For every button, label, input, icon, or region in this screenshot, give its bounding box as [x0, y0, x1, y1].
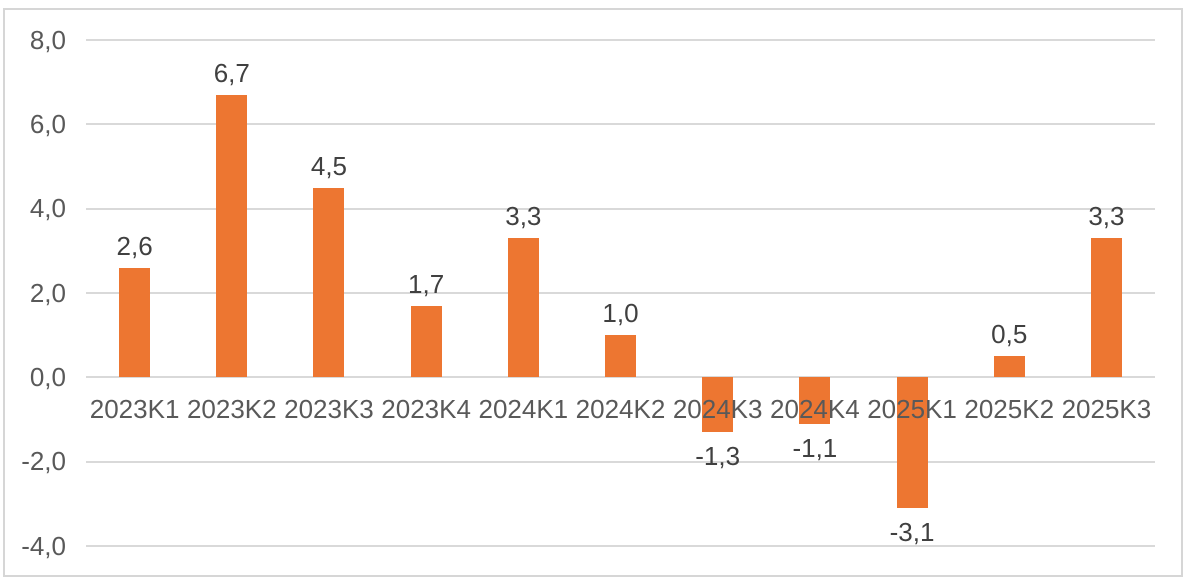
x-axis-category-label: 2025K1 [867, 394, 957, 425]
bar [605, 335, 636, 378]
x-axis-category-label: 2024K4 [770, 394, 860, 425]
bar-value-label: 1,7 [408, 268, 445, 299]
x-axis-category-label: 2023K3 [284, 394, 374, 425]
bar [313, 187, 345, 378]
x-axis-category-label: 2023K1 [89, 394, 180, 425]
bar-value-label: 4,5 [310, 150, 348, 181]
bar [410, 305, 442, 378]
x-axis-category-label: 2024K2 [575, 394, 666, 425]
x-axis-category-label: 2025K2 [964, 394, 1055, 425]
bar-value-label: 2,6 [116, 230, 153, 261]
bar [1090, 238, 1122, 378]
gridline [86, 39, 1155, 41]
y-axis-tick-label: 8,0 [29, 24, 66, 55]
bar [702, 377, 734, 433]
y-axis-tick-label: 2,0 [29, 277, 66, 308]
x-axis-category-label: 2023K2 [186, 394, 277, 425]
plot-area: 2023K1 2023K2 2023K3 2023K4 2024K1 2024K2 2024… [86, 39, 1155, 548]
bar-value-label: -1,1 [792, 432, 838, 463]
bar [993, 356, 1025, 378]
y-axis-tick-label: -4,0 [21, 530, 66, 561]
bar-value-label: -3,1 [889, 517, 935, 548]
bar-value-label: 0,5 [991, 319, 1028, 350]
x-axis-category-label: 2024K3 [672, 394, 763, 425]
x-axis-category-label: 2024K1 [478, 394, 569, 425]
y-axis-tick-label: 4,0 [29, 193, 66, 224]
y-axis-tick-label: 6,0 [29, 108, 66, 139]
bar [216, 94, 248, 378]
x-axis-category-label: 2023K4 [381, 394, 471, 425]
y-axis-tick-label: 0,0 [29, 361, 66, 392]
bar [799, 377, 831, 424]
y-axis-tick-label: -2,0 [21, 446, 66, 477]
gridline [86, 460, 1155, 463]
bar-value-label: 6,7 [213, 57, 250, 88]
bar-value-label: -1,3 [695, 441, 741, 472]
x-axis-category-label: 2025K3 [1061, 394, 1152, 425]
bar [896, 377, 928, 509]
bar [119, 267, 151, 378]
bar-value-label: 3,3 [1088, 201, 1125, 232]
bar-value-label: 3,3 [505, 201, 542, 232]
bar [507, 238, 539, 378]
bar-value-label: 1,0 [602, 298, 639, 329]
